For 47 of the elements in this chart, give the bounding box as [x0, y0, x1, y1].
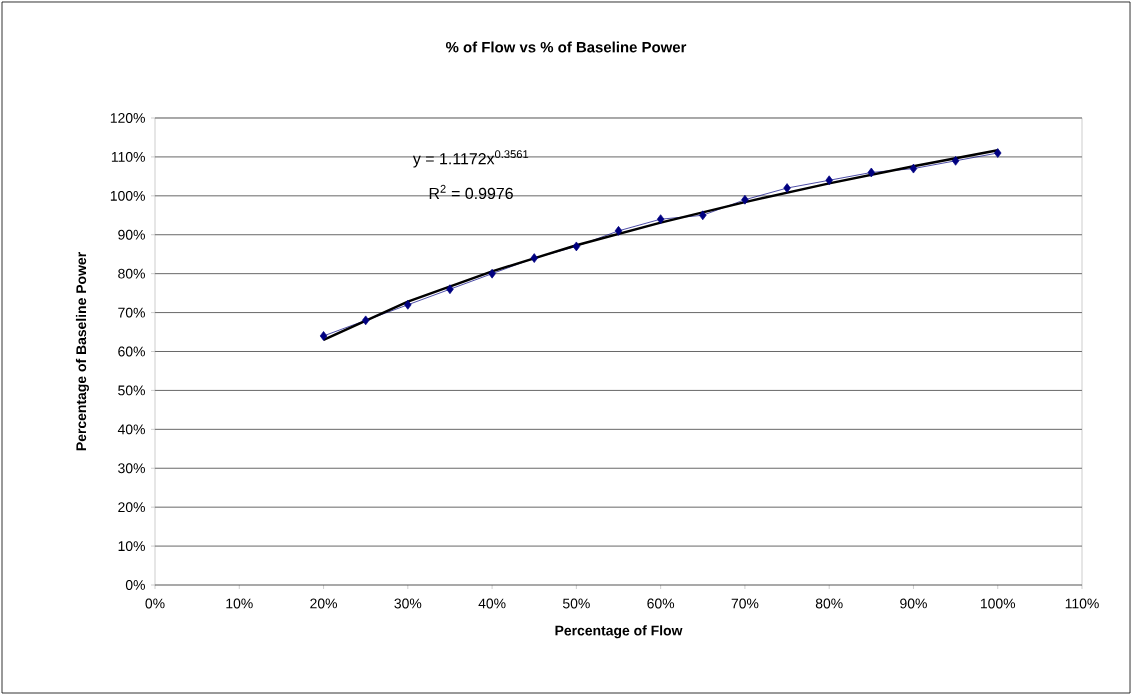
point: [951, 155, 960, 166]
y-tick-label: 60%: [118, 346, 145, 357]
point: [783, 183, 791, 193]
x-tick-label: 110%: [1065, 598, 1099, 609]
y-tick-label: 30%: [118, 463, 145, 474]
y-axis-title: Percentage of Baseline Power: [75, 252, 89, 451]
y-tick-label: 70%: [118, 307, 145, 318]
y-tick-label: 100%: [110, 190, 145, 201]
y-tick-label: 50%: [118, 385, 145, 396]
y-tick-label: 120%: [110, 113, 145, 123]
x-tick-label: 30%: [394, 598, 422, 609]
y-tick-label: 90%: [118, 229, 145, 240]
y-tick-label: 40%: [117, 424, 145, 435]
y-tick-label: 0%: [125, 580, 145, 590]
y-tick-label: 110%: [111, 151, 145, 162]
x-tick-label: 40%: [478, 598, 506, 609]
point: [319, 331, 328, 341]
point: [404, 299, 412, 310]
point: [572, 241, 581, 252]
x-tick-label: 10%: [226, 598, 253, 609]
point: [530, 253, 538, 263]
x-tick-label: 60%: [647, 598, 675, 609]
x-tick-label: 0%: [145, 598, 165, 609]
x-tick-label: 70%: [731, 598, 759, 609]
point: [699, 210, 707, 221]
x-axis-title: Percentage of Flow: [555, 625, 683, 639]
point: [656, 214, 665, 225]
y-tick-label: 10%: [118, 541, 145, 552]
x-tick-label: 90%: [900, 598, 927, 609]
point: [741, 194, 749, 205]
annotation: y = 1.1172x$^{0.3561}$: [412, 150, 529, 168]
point: [614, 226, 623, 236]
x-tick-label: 20%: [310, 598, 338, 609]
x-tick-label: 50%: [562, 598, 590, 609]
point: [825, 175, 833, 186]
point: [446, 284, 454, 295]
x-tick-label: 100%: [980, 598, 1016, 609]
x-tick-label: 80%: [815, 598, 843, 609]
chart-title: % of Flow vs % of Baseline Power: [445, 41, 687, 53]
annotation: R$^{2}$ = 0.9976: [429, 184, 513, 200]
y-tick-label: 20%: [118, 502, 145, 513]
y-tick-label: 80%: [118, 268, 145, 279]
point: [909, 163, 918, 174]
point: [994, 148, 1002, 158]
point: [867, 167, 876, 178]
point: [488, 268, 496, 279]
point: [361, 315, 370, 326]
